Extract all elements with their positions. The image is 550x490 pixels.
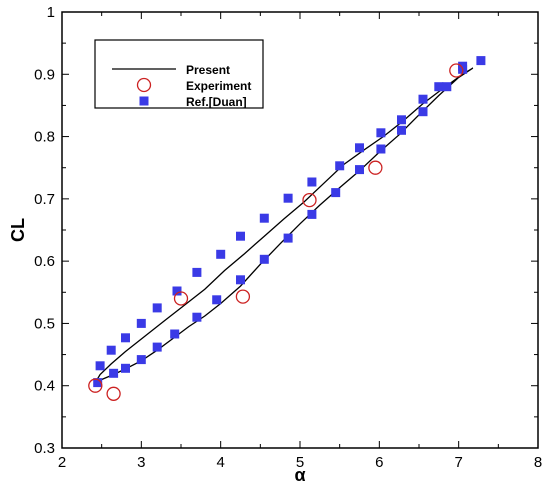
legend-duan-label: Ref.[Duan] xyxy=(186,95,247,109)
duan-point xyxy=(109,368,119,378)
y-tick-label: 0.8 xyxy=(34,129,55,146)
y-tick-label: 1 xyxy=(47,4,55,21)
data-marks xyxy=(88,56,486,401)
duan-point xyxy=(216,249,226,259)
y-tick-label: 0.9 xyxy=(34,66,55,83)
duan-point xyxy=(283,233,293,243)
duan-point xyxy=(434,82,444,92)
duan-point xyxy=(307,177,317,187)
duan-point xyxy=(212,295,222,305)
duan-point xyxy=(397,125,406,135)
x-tick-label: 4 xyxy=(216,454,224,471)
y-tick-label: 0.6 xyxy=(34,253,55,270)
duan-point xyxy=(95,361,105,371)
duan-point xyxy=(106,345,116,355)
duan-point xyxy=(259,213,269,223)
duan-point xyxy=(192,312,202,322)
duan-point xyxy=(397,115,406,125)
x-tick-label: 3 xyxy=(137,454,145,471)
legend-experiment-marker xyxy=(136,77,152,93)
tick-labels: 2 3 4 5 6 7 8 0.3 0.4 0.5 0.6 0.7 0.8 0.9 1 xyxy=(34,4,542,471)
duan-point xyxy=(307,209,317,219)
duan-point xyxy=(236,275,245,285)
duan-point xyxy=(442,82,452,92)
duan-point xyxy=(376,128,386,138)
duan-point xyxy=(476,56,486,66)
legend-duan-marker xyxy=(139,96,149,106)
duan-point xyxy=(152,303,162,313)
x-tick-label: 8 xyxy=(534,454,542,471)
legend-experiment-label: Experiment xyxy=(186,79,251,93)
experiment-point xyxy=(368,160,383,175)
duan-point xyxy=(172,286,182,296)
duan-point xyxy=(121,363,130,373)
experiment-point xyxy=(302,192,317,208)
experiment-point xyxy=(235,289,251,304)
experiment-point xyxy=(449,63,464,78)
legend: Present Experiment Ref.[Duan] xyxy=(94,39,264,109)
duan-point xyxy=(418,94,428,104)
duan-point xyxy=(335,161,345,171)
duan-point xyxy=(418,107,428,117)
y-tick-label: 0.3 xyxy=(34,440,55,457)
y-axis-title: CL xyxy=(8,218,28,242)
duan-point xyxy=(192,267,202,277)
duan-point xyxy=(355,143,364,153)
duan-point xyxy=(236,231,245,241)
duan-point xyxy=(136,355,146,365)
duan-point xyxy=(355,165,364,175)
present-line xyxy=(94,67,474,384)
legend-present-label: Present xyxy=(186,63,230,77)
y-tick-label: 0.7 xyxy=(34,191,55,208)
duan-point xyxy=(376,144,386,154)
duan-point xyxy=(170,329,180,339)
duan-point xyxy=(93,378,103,388)
x-tick-label: 6 xyxy=(375,454,383,471)
duan-point xyxy=(283,193,293,203)
y-tick-label: 0.4 xyxy=(34,378,55,395)
x-tick-label: 7 xyxy=(454,454,462,471)
duan-point xyxy=(136,318,146,328)
experiment-point xyxy=(106,386,121,401)
x-tick-label: 2 xyxy=(58,454,66,471)
experiment-point xyxy=(173,291,189,306)
duan-point xyxy=(121,333,130,343)
duan-point xyxy=(259,254,269,264)
x-axis-title: α xyxy=(294,465,305,485)
duan-point xyxy=(152,342,162,352)
legend-box xyxy=(94,39,264,109)
duan-point xyxy=(331,188,341,198)
x-tick-label: 5 xyxy=(296,454,304,471)
axis-ticks xyxy=(61,11,539,449)
experiment-point xyxy=(88,378,103,393)
y-tick-label: 0.5 xyxy=(34,315,55,332)
